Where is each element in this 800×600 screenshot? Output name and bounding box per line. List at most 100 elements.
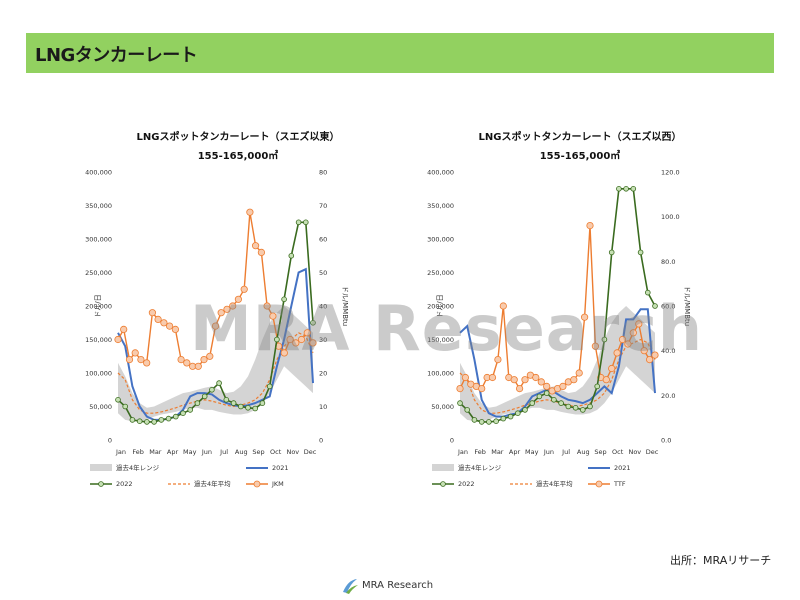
x-tick-label: Feb [474,448,486,456]
legend-label-price: TTF [613,480,626,488]
y-tick-label: 50,000 [89,403,112,411]
x-tick-label: May [183,448,197,456]
x-tick-label: Jun [543,448,554,456]
series-2022-point [608,249,615,256]
series-price-point [160,319,168,327]
series-price-point [120,325,128,333]
y2-tick-label: 70 [319,202,327,210]
series-price-point [516,384,524,393]
x-tick-label: Sep [594,448,606,456]
chart-title: LNGスポットタンカーレート（スエズ以西） [478,132,682,143]
series-2022-point [295,219,302,226]
series-price-point [137,356,145,364]
series-price-point [246,208,254,216]
series-price-point [521,376,529,384]
y-tick-label: 200,000 [427,303,454,311]
series-2022-point [558,400,564,406]
y-tick-label: 250,000 [427,269,454,277]
legend: 過去4年レンジ 2021 2022 過去4年平均 JKM [90,463,289,488]
series-2022-point [486,419,492,425]
series-2022-point [630,186,637,192]
chart-subtitle: 155-165,000㎥ [539,151,621,162]
footer-logo-text: MRA Research [362,580,434,591]
series-price-point [166,322,174,330]
legend-marker-2022 [98,481,104,487]
series-2022-point [536,393,543,400]
series-2022-point [238,403,244,410]
series-price-point [651,351,659,359]
series-price-point [297,335,306,344]
y2-tick-label: 80.0 [661,258,675,266]
y-tick-label: 100,000 [85,370,112,378]
y2-tick-label: 0.0 [661,437,671,445]
y2-tick-label: 80 [319,169,327,177]
series-price-point [171,325,180,333]
series-price-point [154,315,162,323]
series-2022-point [129,417,136,423]
y-axis-label: ドル/日 [94,294,102,317]
page-title: LNGタンカーレート [35,45,198,66]
y2-tick-label: 20 [319,370,327,378]
series-2022-point [543,390,550,396]
y2-tick-label: 20.0 [661,392,675,400]
x-tick-label: Oct [270,448,282,456]
series-2022-point [209,386,215,393]
x-tick-label: Jul [219,448,228,456]
series-2022-point [580,407,586,413]
footer-logo: MRA Research [340,576,433,596]
y2-tick-label: 60.0 [661,303,675,311]
series-2022-point [587,403,593,410]
series-price-point [586,222,594,230]
series-2022-line [459,188,656,423]
series-price-point [635,320,643,328]
legend-marker-2022 [440,481,446,487]
series-price-point [488,373,497,382]
y-tick-label: 50,000 [431,403,454,411]
series-2022-point [601,336,608,343]
chart-subtitle: 155-165,000㎥ [197,151,279,162]
chart-west-plot: 0 50,000 100,000 150,000 200,000 250,000 300,0… [427,169,691,489]
series-price-point [456,384,464,393]
y2-tick-label: 100.0 [661,213,680,221]
series-price-point [194,362,202,370]
chart-title: LNGスポットタンカーレート（スエズ以東） [136,132,340,143]
y-tick-label: 0 [108,437,112,445]
series-2022-point [471,417,478,423]
series-2022-point [565,403,572,410]
series-price-point [532,373,540,382]
series-price-point [257,248,265,256]
series-price-point [252,242,260,250]
series-price-point [292,339,300,347]
logo-icon [343,579,358,594]
x-tick-label: Oct [612,448,624,456]
series-2022-point [259,400,266,406]
series-price-point [131,349,139,357]
chart-east: LNGスポットタンカーレート（スエズ以東） 155-165,000㎥ 0 50,0… [48,120,428,500]
series-price-point [286,335,294,344]
series-2022-point [266,383,273,390]
legend-label-avg: 過去4年平均 [194,479,231,488]
series-price-point [618,335,627,344]
series-price-point [559,382,567,390]
x-tick-label: Nov [286,448,299,456]
series-2022-point [223,396,230,403]
y-tick-label: 150,000 [427,336,454,344]
x-tick-label: Nov [628,448,641,456]
x-tick-label: Dec [646,448,659,456]
y-tick-label: 300,000 [85,236,112,244]
range-band [460,306,655,422]
x-tick-label: May [525,448,539,456]
series-2022-point [281,296,287,303]
legend-label-range: 過去4年レンジ [458,463,502,472]
x-tick-label: Dec [304,448,317,456]
y2-tick-label: 30 [319,336,327,344]
series-price-point [177,356,185,364]
series-2022-point [216,380,222,386]
y-tick-label: 400,000 [427,169,454,177]
series-price-point [200,356,208,364]
legend-label-2022: 2022 [116,480,133,488]
series-2022-point [500,415,507,422]
series-price-point [575,369,583,377]
legend-label-2022: 2022 [458,480,475,488]
series-2022-point [529,400,536,406]
